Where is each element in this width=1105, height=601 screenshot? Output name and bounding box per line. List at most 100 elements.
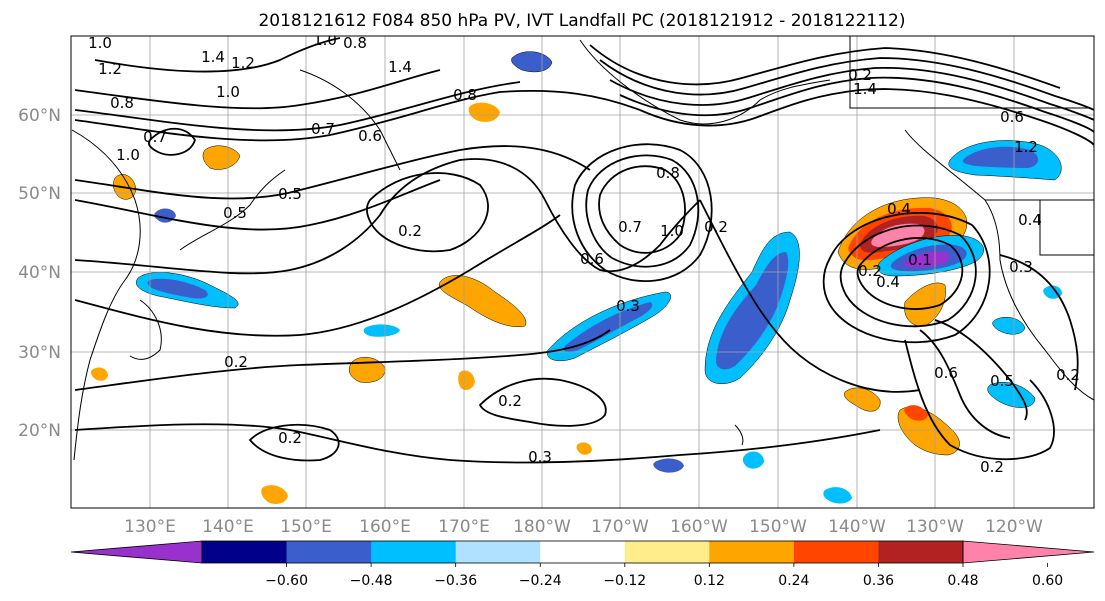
contour-label: 0.6	[358, 127, 382, 145]
pv-contour	[609, 66, 1094, 121]
positive-anomaly-region	[468, 102, 500, 122]
positive-anomaly-region	[90, 367, 108, 381]
contour-label: 0.4	[1018, 211, 1042, 229]
coastline	[129, 299, 162, 360]
pv-contour	[934, 319, 1028, 421]
lat-axis: 60°N 50°N 40°N 30°N 20°N	[18, 106, 61, 441]
longitude-label: 170°W	[591, 517, 649, 537]
negative-anomaly-region	[742, 451, 764, 469]
coastline	[299, 69, 401, 171]
pv-contour	[589, 44, 1061, 89]
negative-anomaly-region	[147, 278, 208, 299]
contour-label: 1.0	[88, 34, 112, 52]
latitude-label: 50°N	[18, 184, 61, 204]
contour-label: 0.8	[656, 164, 680, 182]
contour-label: 0.2	[1056, 366, 1080, 384]
coastline	[179, 169, 286, 251]
contour-label: 0.4	[887, 200, 911, 218]
colorbar-tick-label: −0.24	[519, 573, 562, 589]
pv-contour	[585, 154, 700, 268]
coastline	[849, 36, 1090, 109]
contour-label: 0.6	[934, 364, 958, 382]
colorbar: −0.60 −0.48 −0.36 −0.24 −0.12 0.12 0.24 0.36 0.4…	[70, 540, 1095, 589]
contour-label: 0.5	[990, 372, 1014, 390]
colorbar-tick-label: 0.24	[778, 573, 809, 589]
pv-contour	[74, 214, 561, 337]
pv-contour	[822, 212, 991, 344]
pv-contour	[248, 423, 340, 462]
map-frame	[70, 35, 1095, 509]
colorbar-segment	[202, 541, 288, 563]
contour-label: 1.0	[116, 146, 140, 164]
longitude-label: 140°W	[828, 517, 886, 537]
contour-label: 1.2	[98, 60, 122, 78]
positive-anomaly-region	[439, 275, 527, 328]
coastline	[985, 199, 1094, 256]
negative-anomaly-region	[823, 487, 852, 504]
positive-anomaly-region	[261, 485, 288, 504]
colorbar-segment	[793, 541, 879, 563]
latitude-label: 40°N	[18, 263, 61, 283]
contour-label: 0.5	[223, 204, 247, 222]
colorbar-tick-label: −0.48	[350, 573, 393, 589]
negative-anomaly-region	[563, 302, 653, 353]
contour-label: 0.1	[908, 251, 932, 269]
contour-label: 0.2	[704, 218, 728, 236]
positive-anomaly-region	[844, 387, 881, 412]
coastline	[579, 39, 831, 125]
contour-label: 1.4	[853, 80, 877, 98]
longitude-label: 160°W	[670, 517, 728, 537]
colorbar-tick-label: −0.60	[265, 573, 308, 589]
contour-label: 0.3	[1009, 258, 1033, 276]
pv-contour	[856, 237, 964, 310]
contour-label: 0.4	[876, 273, 900, 291]
coastline	[734, 424, 744, 446]
longitude-label: 180°W	[513, 517, 571, 537]
colorbar-tick-label: −0.12	[603, 573, 646, 589]
coastline	[71, 129, 141, 461]
pv-contour	[478, 377, 607, 427]
positive-anomaly-region	[202, 145, 241, 170]
pv-contour	[699, 199, 921, 393]
contour-label: 0.2	[398, 222, 422, 240]
negative-anomaly-region	[653, 458, 684, 473]
pv-contour	[904, 339, 1055, 461]
contour-label: 0.7	[311, 120, 335, 138]
contour-label: 0.8	[453, 86, 477, 104]
longitude-label: 130°E	[124, 517, 176, 537]
colorbar-segment	[371, 541, 457, 563]
pv-contour	[74, 179, 441, 231]
pv-contour	[74, 81, 521, 132]
pv-contour	[74, 145, 591, 200]
contour-label: 0.7	[143, 128, 167, 146]
contour-label: 0.6	[580, 250, 604, 268]
contour-label-layer: 1.01.21.4 1.21.00.81.0 0.81.40.80.71.00.7 0…	[88, 31, 1080, 476]
colorbar-segment	[286, 541, 372, 563]
contour-label: 0.2	[278, 429, 302, 447]
pv-contour	[639, 88, 1094, 146]
contour-label: 1.4	[201, 48, 225, 66]
contour-label: 1.0	[216, 83, 240, 101]
contour-label: 0.3	[616, 297, 640, 315]
pv-contours	[74, 37, 1094, 464]
colorbar-frame	[201, 540, 964, 564]
latitude-label: 30°N	[18, 343, 61, 363]
pv-contour	[919, 329, 1011, 439]
pv-contour	[94, 37, 341, 73]
contour-label: 1.4	[388, 58, 412, 76]
lon-axis: 130°E 140°E 150°E 160°E 170°E 180°W 170°W 160°W…	[124, 517, 1043, 537]
colorbar-segment	[455, 541, 541, 563]
pv-contour	[74, 329, 611, 391]
latitude-label: 20°N	[18, 421, 61, 441]
pv-contour	[599, 57, 1094, 111]
graticule	[71, 36, 1094, 508]
contour-label: 1.2	[1014, 138, 1038, 156]
contour-label: 0.6	[1000, 108, 1024, 126]
colorbar-extend-min	[70, 540, 203, 564]
contour-label: 0.3	[528, 448, 552, 466]
pv-contour	[619, 76, 1094, 133]
pv-contour	[147, 127, 196, 156]
coastlines	[71, 36, 1094, 461]
contour-label: 0.2	[980, 458, 1004, 476]
contour-label: 1.0	[313, 31, 337, 49]
